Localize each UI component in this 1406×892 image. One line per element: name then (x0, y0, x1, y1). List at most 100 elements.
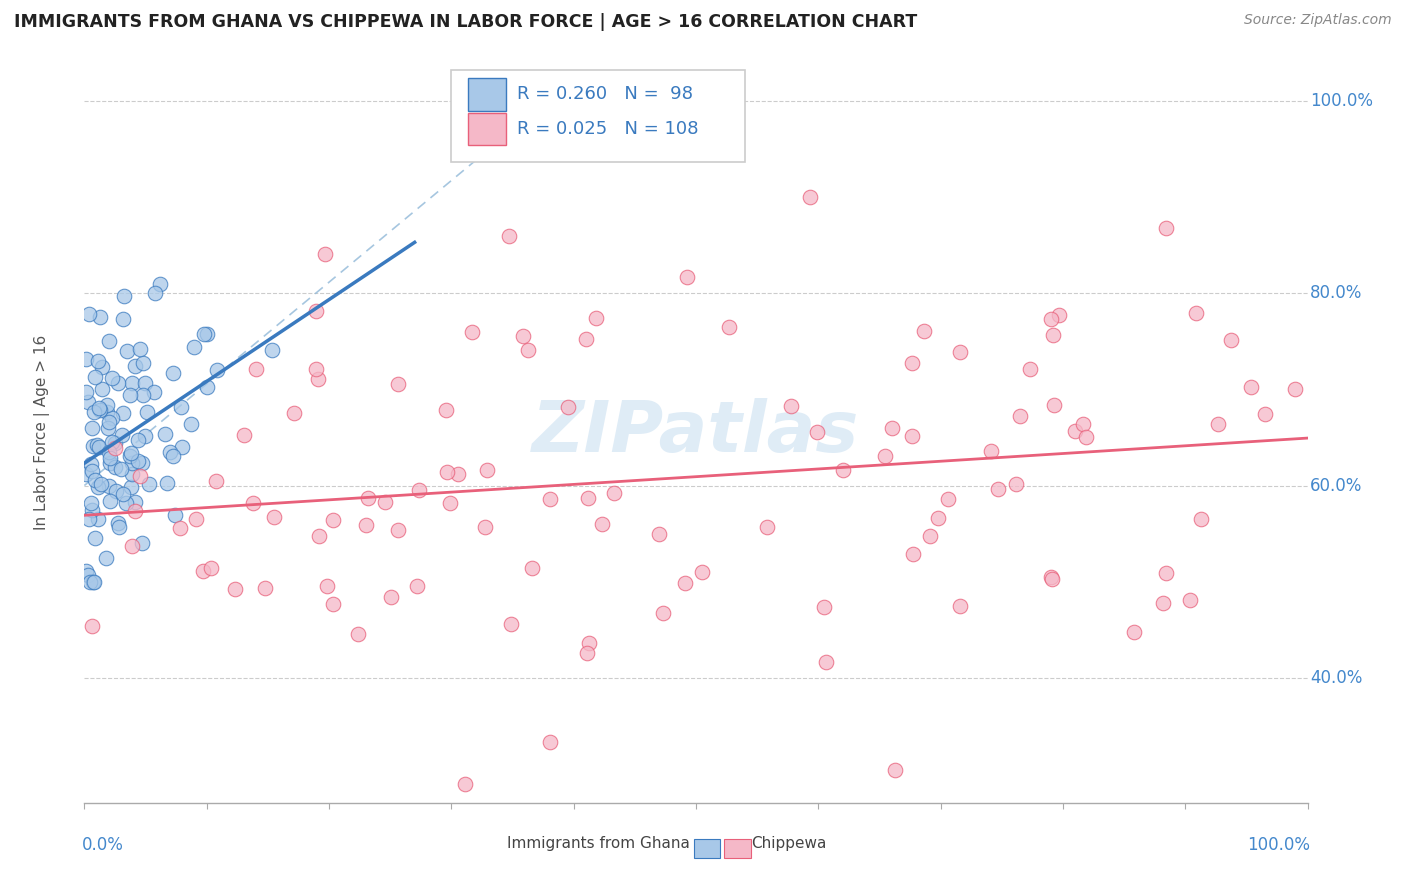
Point (111, 427, 134, 442)
Point (86, 438, 108, 452)
Point (920, 529, 942, 543)
Point (136, 405, 159, 419)
Text: 0.0%: 0.0% (82, 836, 124, 855)
Point (477, 463, 499, 477)
Point (1122, 625, 1144, 640)
Point (447, 467, 470, 482)
Point (1220, 334, 1243, 348)
Point (159, 445, 181, 459)
Point (82, 439, 104, 453)
Point (129, 342, 152, 356)
Point (314, 246, 336, 260)
Point (512, 329, 534, 343)
Point (1178, 592, 1201, 607)
Point (110, 462, 132, 476)
Point (949, 599, 972, 613)
Point (77, 568, 100, 582)
Point (90, 382, 112, 396)
Point (1008, 409, 1031, 424)
Point (779, 399, 801, 413)
Point (91, 360, 114, 375)
Text: IMMIGRANTS FROM GHANA VS CHIPPEWA IN LABOR FORCE | AGE > 16 CORRELATION CHART: IMMIGRANTS FROM GHANA VS CHIPPEWA IN LAB… (14, 13, 917, 31)
Point (387, 524, 409, 538)
Point (83, 574, 105, 589)
Point (322, 513, 344, 527)
Point (474, 520, 496, 534)
Point (987, 482, 1010, 496)
Point (121, 467, 143, 481)
Point (374, 495, 396, 509)
Point (938, 492, 960, 507)
Point (191, 564, 214, 578)
Point (149, 277, 172, 291)
Point (557, 401, 579, 415)
Point (387, 377, 409, 392)
Point (129, 468, 152, 483)
Point (114, 496, 136, 510)
Text: In Labor Force | Age > 16: In Labor Force | Age > 16 (34, 335, 49, 530)
Point (1043, 398, 1066, 412)
Point (875, 449, 897, 463)
Point (718, 320, 741, 334)
Point (1005, 477, 1028, 491)
Point (315, 579, 337, 593)
Point (406, 579, 429, 593)
Point (96, 398, 118, 412)
Point (233, 428, 256, 442)
Point (75, 564, 97, 578)
Point (408, 483, 430, 497)
Point (575, 332, 598, 346)
Point (112, 406, 135, 420)
Point (107, 376, 129, 390)
Point (98, 456, 121, 470)
Point (460, 325, 482, 339)
Point (499, 616, 522, 631)
Point (205, 474, 228, 488)
Point (193, 326, 215, 341)
Point (77, 395, 100, 409)
Point (75, 352, 97, 367)
Point (131, 456, 153, 470)
Point (75, 384, 97, 399)
Point (901, 356, 924, 370)
Point (1040, 311, 1063, 326)
Point (134, 428, 156, 442)
Point (195, 380, 218, 394)
Point (79, 511, 101, 525)
Point (516, 343, 538, 357)
Point (104, 436, 127, 450)
Point (245, 362, 267, 376)
Point (98, 334, 121, 348)
Point (82, 574, 104, 589)
Point (127, 453, 149, 467)
Point (1206, 417, 1229, 431)
Point (138, 477, 160, 491)
Point (927, 511, 949, 525)
Point (100, 411, 122, 425)
Text: Immigrants from Ghana: Immigrants from Ghana (508, 836, 690, 851)
Point (77, 307, 100, 321)
Point (124, 359, 146, 374)
Point (112, 312, 135, 326)
Point (648, 527, 671, 541)
Point (87, 440, 110, 454)
Point (94, 551, 117, 566)
Point (1064, 424, 1087, 438)
FancyBboxPatch shape (451, 70, 745, 162)
Point (1284, 383, 1306, 397)
FancyBboxPatch shape (724, 839, 751, 858)
Point (162, 449, 184, 463)
Point (200, 561, 222, 575)
Point (242, 496, 264, 510)
Text: 100.0%: 100.0% (1247, 836, 1310, 855)
Point (585, 310, 607, 325)
Text: R = 0.260   N =  98: R = 0.260 N = 98 (517, 86, 693, 103)
Point (538, 492, 561, 507)
Text: 100.0%: 100.0% (1310, 92, 1374, 110)
Point (80, 496, 103, 510)
Point (115, 343, 138, 358)
Point (814, 655, 837, 669)
Point (347, 627, 370, 641)
Point (262, 343, 284, 358)
Point (880, 421, 903, 435)
